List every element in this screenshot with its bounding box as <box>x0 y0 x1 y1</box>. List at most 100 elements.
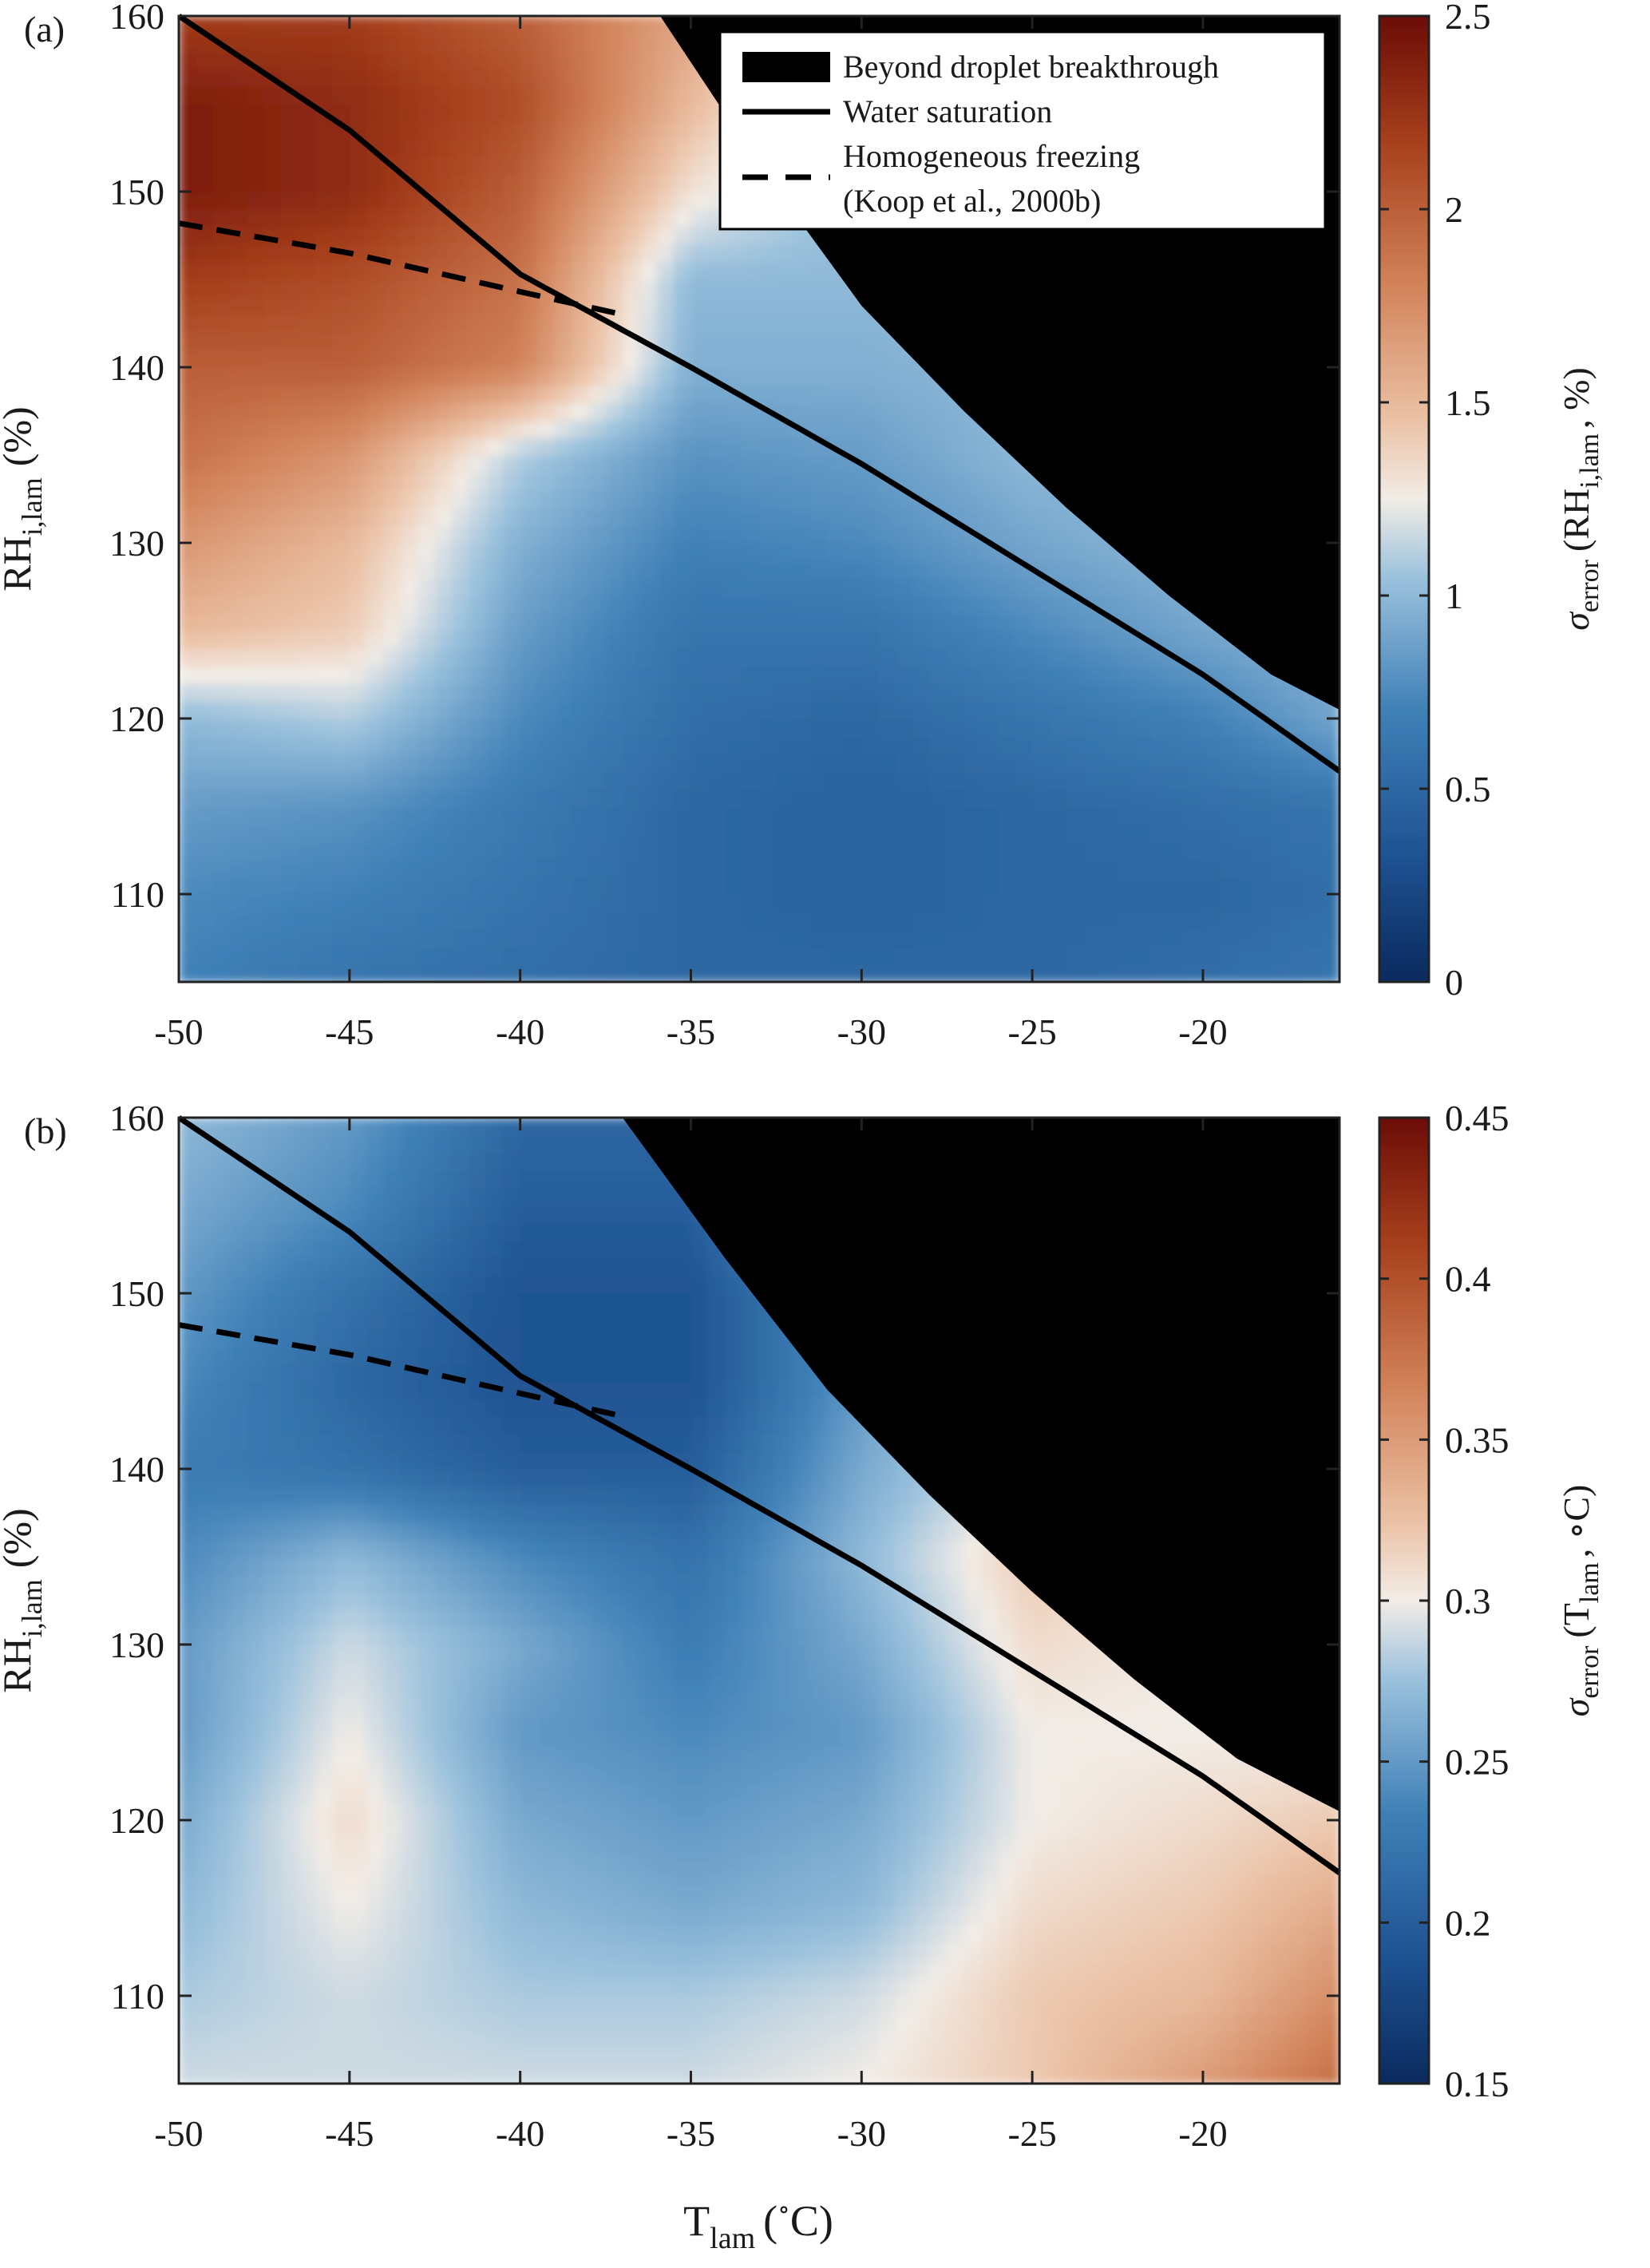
heatmap-cell <box>485 209 504 228</box>
heatmap-cell <box>469 1873 487 1891</box>
heatmap-cell <box>401 473 419 491</box>
heatmap-cell <box>179 227 197 245</box>
heatmap-cell <box>434 86 453 105</box>
heatmap-cell <box>1151 824 1170 842</box>
heatmap-cell <box>179 1381 197 1399</box>
heatmap-cell <box>281 666 299 684</box>
heatmap-cell <box>247 2066 265 2084</box>
heatmap-cell <box>861 402 880 421</box>
heatmap-cell <box>998 508 1016 526</box>
heatmap-cell <box>417 1890 436 1909</box>
heatmap-cell <box>332 1785 350 1803</box>
heatmap-cell <box>230 1961 248 1979</box>
heatmap-cell <box>1015 683 1034 702</box>
heatmap-cell <box>844 754 863 772</box>
heatmap-cell <box>247 1732 265 1751</box>
heatmap-cell <box>1015 718 1034 737</box>
heatmap-cell <box>1305 929 1324 948</box>
heatmap-cell <box>417 174 436 192</box>
heatmap-cell <box>929 964 948 982</box>
heatmap-cell <box>503 666 521 684</box>
heatmap-cell <box>469 51 487 69</box>
heatmap-cell <box>1220 736 1238 754</box>
heatmap-cell <box>793 508 812 526</box>
heatmap-cell <box>383 1364 402 1382</box>
heatmap-cell <box>1032 508 1051 526</box>
heatmap-cell <box>179 1346 197 1364</box>
heatmap-cell <box>1151 859 1170 877</box>
heatmap-cell <box>349 1539 368 1558</box>
heatmap-cell <box>230 244 248 263</box>
heatmap-cell <box>366 473 385 491</box>
heatmap-cell <box>520 947 538 965</box>
heatmap-cell <box>263 1908 283 1926</box>
heatmap-cell <box>503 350 521 368</box>
heatmap-cell <box>1271 824 1289 842</box>
heatmap-cell <box>485 877 504 895</box>
heatmap-cell <box>520 2031 538 2049</box>
heatmap-cell <box>349 596 368 614</box>
heatmap-cell <box>230 1346 248 1364</box>
heatmap-cell <box>247 1943 265 1961</box>
heatmap-cell <box>707 929 726 948</box>
heatmap-cell <box>383 859 402 877</box>
heatmap-cell <box>230 754 248 772</box>
heatmap-cell <box>725 894 743 912</box>
heatmap-cell <box>776 894 794 912</box>
heatmap-cell <box>263 1118 283 1136</box>
heatmap-cell <box>537 209 556 228</box>
heatmap-cell <box>1015 543 1034 561</box>
heatmap-cell <box>263 332 283 350</box>
heatmap-cell <box>537 367 556 386</box>
heatmap-cell <box>434 227 453 245</box>
heatmap-cell <box>520 490 538 509</box>
heatmap-cell <box>1118 806 1136 825</box>
heatmap-cell <box>1118 596 1136 614</box>
heatmap-cell <box>434 1205 453 1224</box>
heatmap-cell <box>998 824 1016 842</box>
heatmap-cell <box>452 701 470 719</box>
heatmap-cell <box>605 947 623 965</box>
heatmap-cell <box>281 754 299 772</box>
heatmap-cell <box>196 1890 214 1909</box>
heatmap-cell <box>212 1943 231 1961</box>
heatmap-cell <box>383 350 402 368</box>
heatmap-cell <box>263 455 283 473</box>
heatmap-cell <box>281 279 299 298</box>
heatmap-cell <box>776 964 794 982</box>
heatmap-cell <box>520 1346 538 1364</box>
heatmap-cell <box>861 683 880 702</box>
heatmap-cell <box>690 683 709 702</box>
heatmap-cell <box>298 508 317 526</box>
heatmap-cell <box>588 34 607 52</box>
heatmap-cell <box>1134 754 1153 772</box>
heatmap-cell <box>912 912 931 930</box>
heatmap-cell <box>452 420 470 438</box>
heatmap-cell <box>759 525 778 544</box>
heatmap-cell <box>810 315 829 333</box>
heatmap-cell <box>674 367 692 386</box>
heatmap-cell <box>366 69 385 87</box>
heatmap-cell <box>298 683 317 702</box>
heatmap-cell <box>383 1416 402 1435</box>
heatmap-cell <box>605 174 623 192</box>
heatmap-cell <box>230 192 248 210</box>
heatmap-cell <box>383 1311 402 1329</box>
heatmap-cell <box>503 841 521 860</box>
heatmap-cell <box>417 1504 436 1522</box>
heatmap-cell <box>212 1680 231 1698</box>
heatmap-cell <box>469 437 487 456</box>
heatmap-cell <box>281 209 299 228</box>
heatmap-cell <box>417 1241 436 1259</box>
heatmap-cell <box>247 1838 265 1856</box>
heatmap-cell <box>1151 666 1170 684</box>
heatmap-cell <box>469 648 487 667</box>
heatmap-cell <box>690 877 709 895</box>
heatmap-cell <box>315 929 334 948</box>
heatmap-cell <box>315 1996 334 2014</box>
heatmap-cell <box>230 1205 248 1224</box>
heatmap-cell <box>212 1170 231 1189</box>
heatmap-cell <box>434 596 453 614</box>
heatmap-cell <box>196 947 214 965</box>
heatmap-cell <box>1066 929 1085 948</box>
